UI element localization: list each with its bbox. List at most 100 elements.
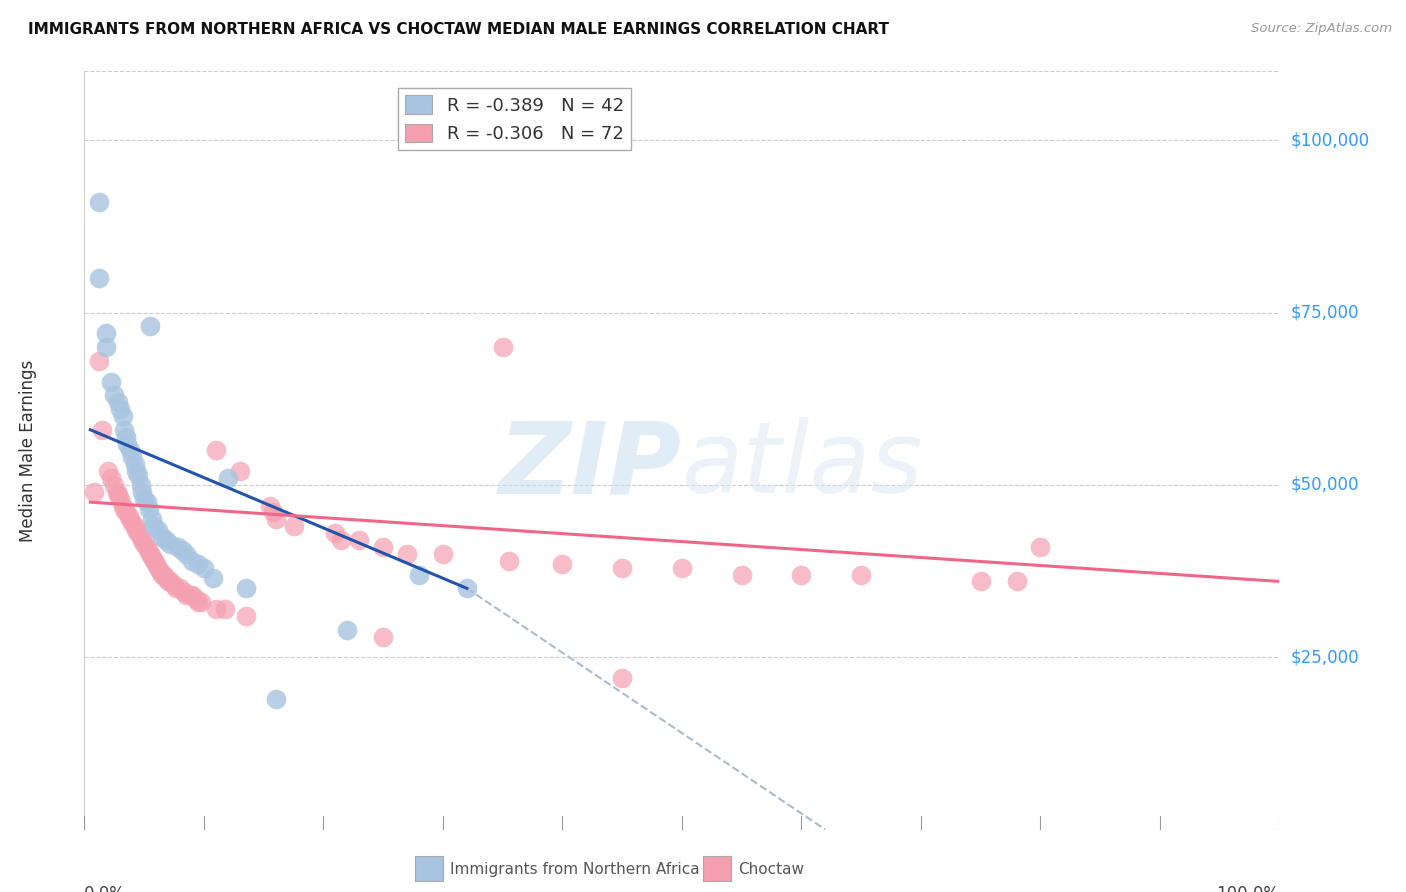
Point	[87, 354, 110, 368]
Point	[214, 602, 236, 616]
Text: $75,000: $75,000	[1291, 303, 1360, 322]
Point	[97, 464, 120, 478]
Point	[112, 502, 135, 516]
Point	[142, 519, 165, 533]
Point	[125, 464, 148, 478]
Point	[115, 430, 138, 444]
Point	[136, 543, 159, 558]
Point	[124, 519, 146, 533]
Point	[330, 533, 353, 547]
Point	[184, 591, 207, 606]
Point	[165, 582, 187, 596]
Point	[432, 547, 454, 561]
Legend: R = -0.389   N = 42, R = -0.306   N = 72: R = -0.389 N = 42, R = -0.306 N = 72	[398, 88, 631, 150]
Point	[202, 571, 225, 585]
Point	[91, 423, 114, 437]
Point	[159, 536, 181, 550]
Point	[135, 495, 157, 509]
Point	[498, 554, 520, 568]
Point	[229, 464, 252, 478]
Point	[148, 523, 170, 537]
Point	[190, 595, 212, 609]
Point	[551, 557, 574, 572]
Point	[349, 533, 371, 547]
Point	[153, 567, 176, 582]
Point	[150, 530, 173, 544]
Point	[105, 484, 128, 499]
Text: ZIP: ZIP	[499, 417, 682, 514]
Point	[138, 502, 160, 516]
Point	[408, 567, 430, 582]
Point	[107, 395, 129, 409]
Point	[259, 499, 281, 513]
Point	[235, 608, 257, 623]
Point	[396, 547, 419, 561]
Point	[336, 623, 359, 637]
Point	[187, 557, 209, 572]
Point	[174, 547, 197, 561]
Point	[373, 540, 395, 554]
Point	[127, 526, 149, 541]
Point	[179, 588, 201, 602]
Text: atlas: atlas	[682, 417, 924, 514]
Text: $25,000: $25,000	[1291, 648, 1360, 666]
Point	[149, 564, 172, 578]
Point	[612, 671, 634, 685]
Point	[121, 450, 143, 465]
Point	[612, 560, 634, 574]
Point	[112, 423, 135, 437]
Point	[456, 582, 478, 596]
Point	[100, 375, 122, 389]
Point	[103, 478, 125, 492]
Point	[671, 560, 693, 574]
Point	[172, 543, 194, 558]
Text: $100,000: $100,000	[1291, 131, 1369, 149]
Point	[83, 484, 105, 499]
Point	[790, 567, 813, 582]
Point	[115, 506, 138, 520]
Text: Choctaw: Choctaw	[738, 863, 804, 877]
Point	[155, 571, 177, 585]
Point	[110, 402, 132, 417]
Point	[127, 467, 149, 482]
Point	[373, 630, 395, 644]
Point	[94, 326, 117, 341]
Point	[145, 557, 167, 572]
Point	[181, 554, 204, 568]
Point	[135, 540, 157, 554]
Point	[139, 547, 162, 561]
Point	[131, 533, 153, 547]
Text: 0.0%: 0.0%	[84, 885, 127, 892]
Point	[142, 554, 165, 568]
Point	[1029, 540, 1052, 554]
Point	[107, 488, 129, 502]
Point	[159, 574, 181, 589]
Point	[1005, 574, 1028, 589]
Point	[264, 512, 287, 526]
Point	[94, 340, 117, 354]
Point	[87, 271, 110, 285]
Point	[205, 602, 228, 616]
Point	[139, 319, 162, 334]
Point	[132, 536, 156, 550]
Point	[970, 574, 993, 589]
Point	[193, 560, 215, 574]
Point	[325, 526, 347, 541]
Point	[283, 519, 305, 533]
Point	[103, 388, 125, 402]
Point	[141, 512, 163, 526]
Point	[129, 530, 152, 544]
Point	[155, 533, 177, 547]
Point	[187, 595, 209, 609]
Point	[110, 491, 132, 506]
Point	[205, 443, 228, 458]
Point	[166, 540, 188, 554]
Text: 100.0%: 100.0%	[1216, 885, 1279, 892]
Point	[141, 550, 163, 565]
Point	[169, 582, 191, 596]
Point	[492, 340, 515, 354]
Point	[132, 491, 156, 506]
Point	[157, 574, 180, 589]
Point	[124, 457, 146, 471]
Text: Immigrants from Northern Africa: Immigrants from Northern Africa	[450, 863, 700, 877]
